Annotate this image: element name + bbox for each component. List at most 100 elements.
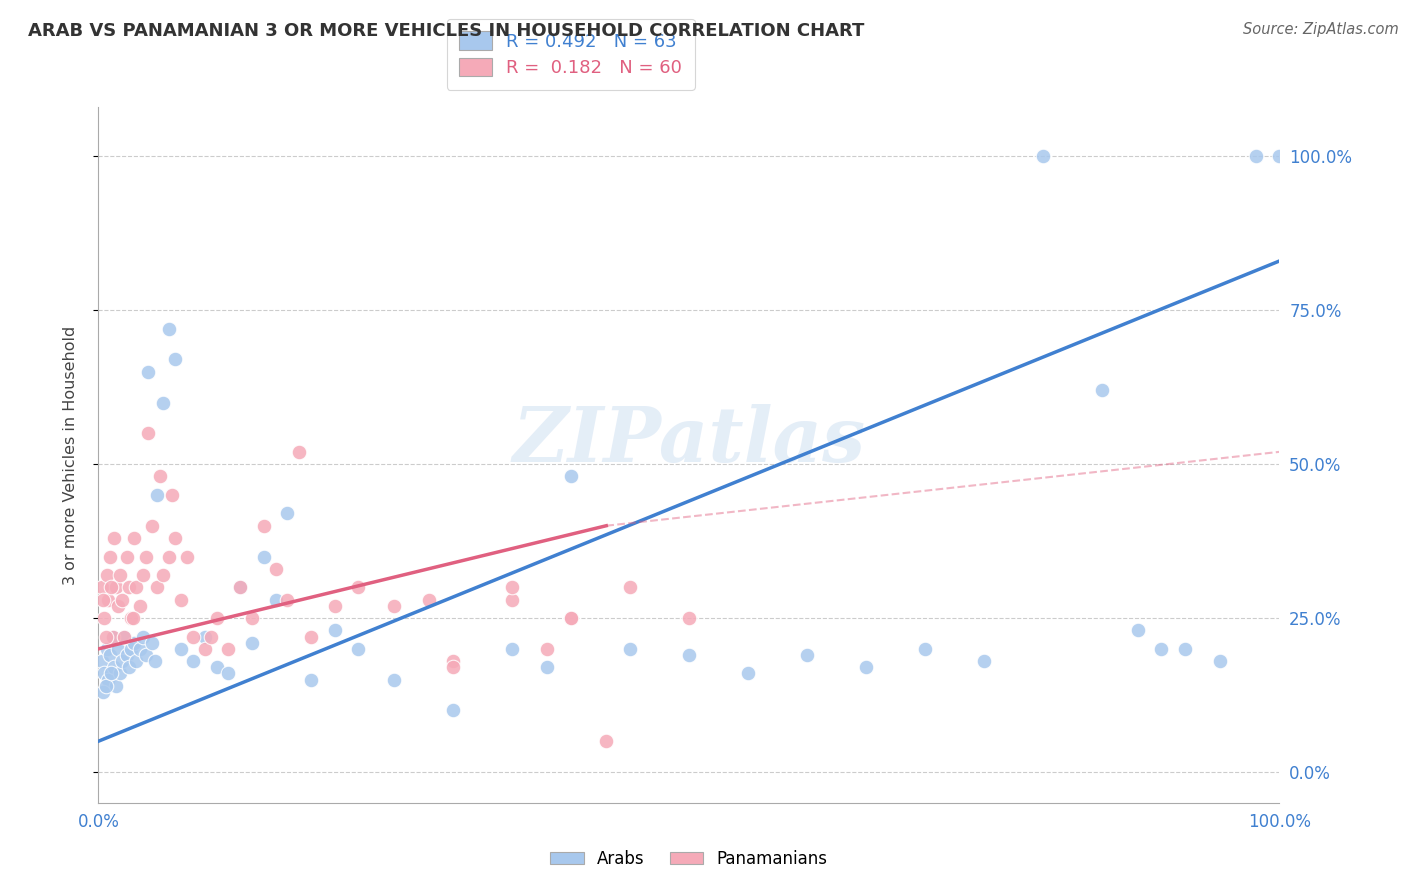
Point [194, 630, 217, 644]
Point [100, 666, 122, 681]
Point [121, 641, 143, 656]
Point [111, 592, 134, 607]
Point [128, 599, 150, 613]
Point [108, 568, 131, 582]
Point [560, 469, 582, 483]
Point [115, 549, 138, 564]
Point [122, 636, 145, 650]
Point [91, 592, 114, 607]
Point [105, 580, 128, 594]
Point [200, 630, 222, 644]
Point [299, 673, 322, 687]
Point [152, 395, 174, 409]
Point [323, 599, 346, 613]
Point [107, 641, 129, 656]
Point [264, 592, 287, 607]
Point [205, 660, 228, 674]
Point [501, 580, 523, 594]
Point [181, 630, 204, 644]
Point [276, 592, 298, 607]
Point [136, 365, 159, 379]
Point [1032, 149, 1054, 163]
Point [170, 592, 193, 607]
Point [118, 580, 141, 594]
Point [91, 654, 114, 668]
Point [165, 531, 187, 545]
Point [132, 630, 155, 644]
Point [181, 654, 204, 668]
Point [98, 549, 121, 564]
Point [97, 673, 120, 687]
Point [101, 630, 124, 644]
Point [97, 592, 120, 607]
Point [121, 611, 143, 625]
Point [91, 580, 114, 594]
Point [115, 648, 138, 662]
Point [103, 531, 125, 545]
Point [98, 648, 121, 662]
Point [96, 568, 118, 582]
Point [112, 630, 135, 644]
Point [128, 641, 150, 656]
Point [299, 630, 322, 644]
Point [1126, 624, 1149, 638]
Point [229, 580, 252, 594]
Point [1268, 149, 1291, 163]
Point [347, 580, 370, 594]
Point [107, 599, 129, 613]
Point [253, 549, 276, 564]
Point [217, 641, 239, 656]
Point [135, 648, 157, 662]
Point [94, 630, 117, 644]
Point [796, 648, 818, 662]
Point [240, 611, 263, 625]
Point [103, 660, 125, 674]
Point [132, 568, 155, 582]
Point [678, 648, 700, 662]
Point [111, 654, 134, 668]
Point [501, 592, 523, 607]
Point [855, 660, 877, 674]
Point [217, 666, 239, 681]
Point [441, 703, 464, 717]
Point [165, 352, 187, 367]
Point [146, 488, 169, 502]
Point [105, 679, 128, 693]
Point [157, 321, 180, 335]
Point [382, 599, 405, 613]
Point [93, 611, 115, 625]
Point [973, 654, 995, 668]
Y-axis label: 3 or more Vehicles in Household: 3 or more Vehicles in Household [63, 326, 77, 584]
Point [1209, 654, 1232, 668]
Point [122, 531, 145, 545]
Point [264, 562, 287, 576]
Point [1091, 384, 1114, 398]
Point [595, 734, 617, 748]
Point [100, 580, 122, 594]
Point [441, 660, 464, 674]
Point [125, 580, 148, 594]
Point [253, 518, 276, 533]
Point [619, 641, 641, 656]
Text: ARAB VS PANAMANIAN 3 OR MORE VEHICLES IN HOUSEHOLD CORRELATION CHART: ARAB VS PANAMANIAN 3 OR MORE VEHICLES IN… [28, 22, 865, 40]
Point [118, 660, 141, 674]
Point [678, 611, 700, 625]
Point [205, 611, 228, 625]
Point [1244, 149, 1267, 163]
Point [382, 673, 405, 687]
Point [170, 641, 193, 656]
Point [94, 679, 117, 693]
Point [108, 666, 131, 681]
Point [914, 641, 936, 656]
Point [91, 685, 114, 699]
Point [347, 641, 370, 656]
Point [619, 580, 641, 594]
Point [136, 426, 159, 441]
Point [194, 641, 217, 656]
Point [441, 654, 464, 668]
Point [93, 666, 115, 681]
Point [323, 624, 346, 638]
Point [125, 654, 148, 668]
Point [143, 654, 166, 668]
Point [101, 630, 124, 644]
